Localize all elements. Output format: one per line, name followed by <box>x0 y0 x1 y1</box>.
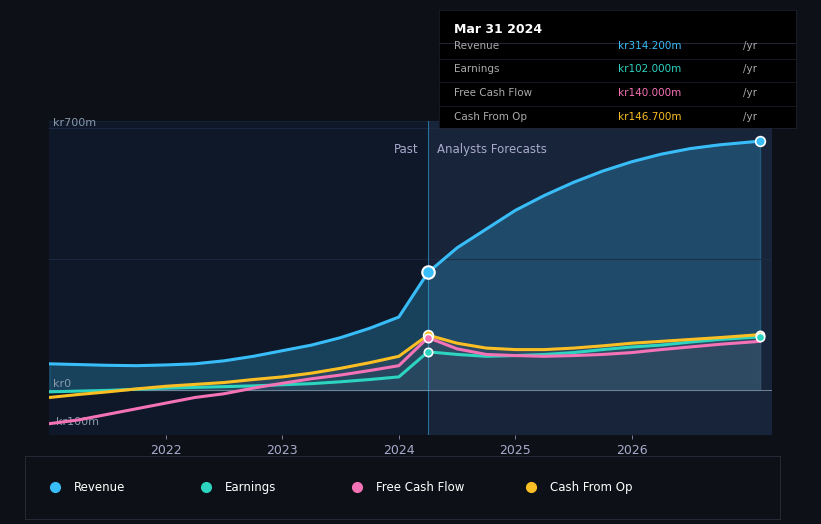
Text: Free Cash Flow: Free Cash Flow <box>453 88 532 98</box>
Text: kr700m: kr700m <box>53 118 96 128</box>
Text: Free Cash Flow: Free Cash Flow <box>376 481 464 494</box>
Text: -kr100m: -kr100m <box>53 417 100 427</box>
Text: Mar 31 2024: Mar 31 2024 <box>453 23 542 36</box>
Text: /yr: /yr <box>743 64 757 74</box>
Text: kr146.700m: kr146.700m <box>618 112 681 122</box>
Text: Revenue: Revenue <box>453 41 498 51</box>
Text: Cash From Op: Cash From Op <box>453 112 526 122</box>
Text: /yr: /yr <box>743 41 757 51</box>
Text: Past: Past <box>394 143 419 156</box>
Text: kr102.000m: kr102.000m <box>618 64 681 74</box>
Text: Analysts Forecasts: Analysts Forecasts <box>438 143 547 156</box>
Text: kr0: kr0 <box>53 379 71 389</box>
Text: kr140.000m: kr140.000m <box>618 88 681 98</box>
Bar <box>428 121 772 435</box>
Text: Cash From Op: Cash From Op <box>549 481 632 494</box>
Text: /yr: /yr <box>743 88 757 98</box>
Text: Earnings: Earnings <box>453 64 499 74</box>
Text: Revenue: Revenue <box>74 481 125 494</box>
Text: kr314.200m: kr314.200m <box>618 41 681 51</box>
Text: /yr: /yr <box>743 112 757 122</box>
Text: Earnings: Earnings <box>225 481 276 494</box>
